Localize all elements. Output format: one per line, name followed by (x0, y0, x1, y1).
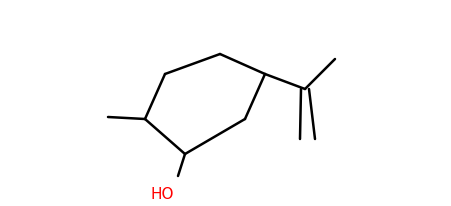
Text: HO: HO (150, 187, 174, 201)
